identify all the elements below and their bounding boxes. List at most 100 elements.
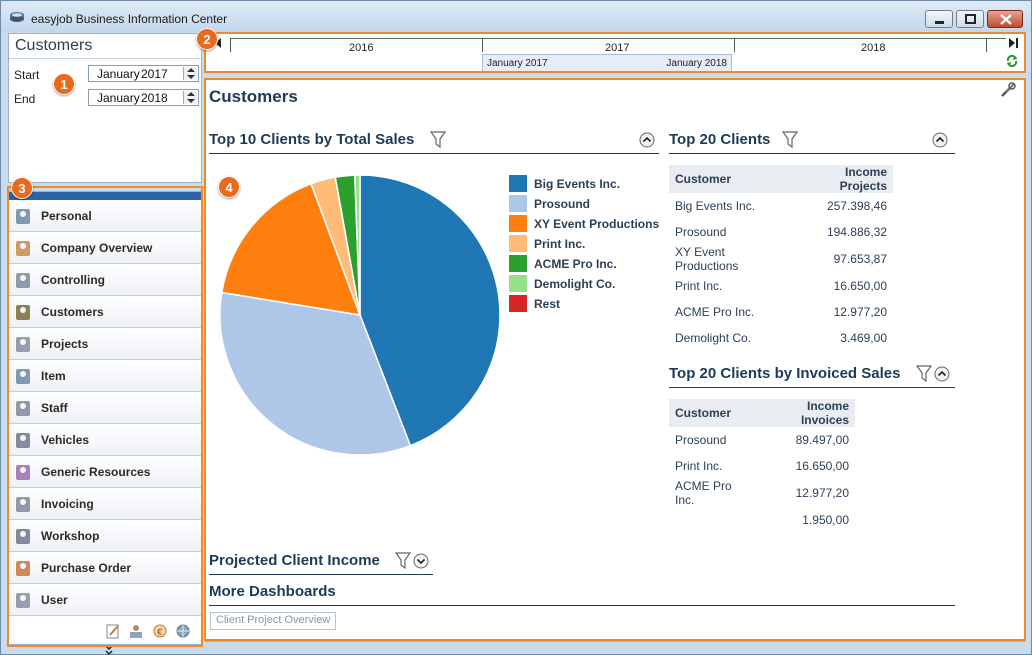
cell-customer: Prosound xyxy=(675,433,727,447)
timeline-selected-range[interactable]: January 2017 January 2018 xyxy=(482,54,732,72)
cell-value: 97.653,87 xyxy=(833,252,887,266)
resize-grip[interactable] xyxy=(9,192,201,200)
legend-swatch xyxy=(509,235,527,252)
currency-icon[interactable]: € xyxy=(151,623,169,639)
nav-item-label: Controlling xyxy=(41,273,105,287)
section-divider xyxy=(669,153,955,154)
globe-icon[interactable] xyxy=(174,623,192,639)
refresh-icon[interactable] xyxy=(1005,54,1019,68)
expand-chevron-icon[interactable] xyxy=(104,642,122,655)
end-date-spinner[interactable] xyxy=(183,91,197,104)
nav-item-generic-resources[interactable]: Generic Resources xyxy=(9,456,201,488)
range-end-label: January 2018 xyxy=(666,58,727,69)
filter-icon[interactable] xyxy=(916,365,932,382)
nav-item-purchase-order[interactable]: Purchase Order xyxy=(9,552,201,584)
nav-item-label: Generic Resources xyxy=(41,465,151,479)
tools-icon[interactable] xyxy=(999,81,1017,99)
timeline-end-icon[interactable] xyxy=(1007,37,1019,49)
legend-label: XY Event Productions xyxy=(534,217,660,231)
legend-swatch xyxy=(509,195,527,212)
nav-item-company-overview[interactable]: Company Overview xyxy=(9,232,201,264)
pie-slice-big-events-inc[interactable] xyxy=(359,174,501,447)
cell-customer: Print Inc. xyxy=(675,459,723,473)
column-header-customer[interactable]: Customer xyxy=(669,399,757,427)
org-chart-icon[interactable] xyxy=(127,623,145,639)
minimize-button[interactable] xyxy=(925,10,953,28)
table-row[interactable]: XY Event Productions 97.653,87 xyxy=(669,245,893,273)
invoiced-title: Top 20 Clients by Invoiced Sales xyxy=(669,365,901,382)
maximize-button[interactable] xyxy=(956,10,984,28)
expand-chevron-icon[interactable] xyxy=(413,553,429,569)
table-row[interactable]: ACME Pro Inc. 12.977,20 xyxy=(669,479,855,507)
collapse-chevron-icon[interactable] xyxy=(639,132,655,148)
table-row[interactable]: Prosound 89.497,00 xyxy=(669,427,855,453)
collapse-chevron-icon[interactable] xyxy=(932,132,948,148)
legend-label: Print Inc. xyxy=(534,237,586,251)
table-row[interactable]: Demolight Co. 3.469,00 xyxy=(669,325,893,351)
cell-customer xyxy=(669,507,756,533)
date-range-panel: Customers Start January 2017 End January… xyxy=(8,33,202,183)
nav-item-label: Staff xyxy=(41,401,68,415)
nav-item-label: User xyxy=(41,593,68,607)
callout-badge-3: 3 xyxy=(11,177,33,199)
start-date-spinner[interactable] xyxy=(183,67,197,80)
end-year[interactable]: 2018 xyxy=(141,91,168,105)
nav-item-projects[interactable]: Projects xyxy=(9,328,201,360)
cell-customer: XY Event Productions xyxy=(675,245,739,273)
timeline-year-2017: 2017 xyxy=(605,42,630,54)
legend-swatch xyxy=(509,175,527,192)
top10-title: Top 10 Clients by Total Sales xyxy=(209,131,415,148)
column-header-income-invoices[interactable]: Income Invoices xyxy=(756,399,855,427)
nav-item-controlling[interactable]: Controlling xyxy=(9,264,201,296)
spin-arrows-icon xyxy=(187,68,195,79)
cell-value: 12.977,20 xyxy=(833,305,887,319)
table-row[interactable]: Prosound 194.886,32 xyxy=(669,219,893,245)
table-row[interactable]: Print Inc. 16.650,00 xyxy=(669,273,893,299)
table-row[interactable]: ACME Pro Inc. 12.977,20 xyxy=(669,299,893,325)
timeline-prev-icon[interactable] xyxy=(212,37,224,49)
close-button[interactable] xyxy=(987,10,1023,28)
filter-icon[interactable] xyxy=(430,131,446,148)
client-project-overview-link[interactable]: Client Project Overview xyxy=(210,612,337,630)
start-date-field[interactable]: January 2017 xyxy=(88,65,199,82)
svg-text:€: € xyxy=(157,628,163,638)
nav-item-workshop[interactable]: Workshop xyxy=(9,520,201,552)
end-date-field[interactable]: January 2018 xyxy=(88,89,199,106)
end-month[interactable]: January xyxy=(97,91,140,105)
filter-icon[interactable] xyxy=(395,552,411,569)
nav-item-user[interactable]: User xyxy=(9,584,201,616)
column-header-customer[interactable]: Customer xyxy=(669,165,792,193)
restore-icon xyxy=(965,14,976,24)
pie-slice-xy-event-productions[interactable] xyxy=(220,182,362,316)
truck-icon xyxy=(12,430,34,450)
start-label: Start xyxy=(14,68,40,82)
nav-item-customers[interactable]: Customers xyxy=(9,296,201,328)
nav-item-invoicing[interactable]: Invoicing xyxy=(9,488,201,520)
top20-table: Customer Income Projects Big Events Inc.… xyxy=(669,165,893,351)
nav-item-personal[interactable]: Personal xyxy=(9,200,201,232)
nav-item-vehicles[interactable]: Vehicles xyxy=(9,424,201,456)
edit-note-icon[interactable] xyxy=(104,623,122,639)
start-month[interactable]: January xyxy=(97,67,140,81)
collapse-chevron-icon[interactable] xyxy=(934,366,950,382)
nav-item-label: Projects xyxy=(41,337,89,351)
document-icon xyxy=(12,334,34,354)
timeline-bar[interactable]: 2016 2017 2018 January 2017 January 2018 xyxy=(205,33,1025,72)
start-year[interactable]: 2017 xyxy=(141,67,168,81)
table-row[interactable]: Big Events Inc. 257.398,46 xyxy=(669,193,893,219)
nav-item-staff[interactable]: Staff xyxy=(9,392,201,424)
timeline-year-2018: 2018 xyxy=(861,42,886,54)
table-row[interactable]: 1.950,00 xyxy=(669,507,855,533)
cell-value: 257.398,46 xyxy=(826,199,887,213)
nav-item-item[interactable]: Item xyxy=(9,360,201,392)
pie-slice-demolight-co[interactable] xyxy=(353,174,361,316)
cell-value: 194.886,32 xyxy=(826,225,887,239)
pie-slice-prosound[interactable] xyxy=(219,291,412,456)
column-header-income-projects[interactable]: Income Projects xyxy=(791,165,893,193)
table-row[interactable]: Print Inc. 16.650,00 xyxy=(669,453,855,479)
more-dashboards-title: More Dashboards xyxy=(209,583,336,600)
cell-value: 16.650,00 xyxy=(795,459,849,473)
timeline-tick xyxy=(230,38,231,52)
filter-icon[interactable] xyxy=(782,131,798,148)
timeline-tick xyxy=(986,38,987,52)
